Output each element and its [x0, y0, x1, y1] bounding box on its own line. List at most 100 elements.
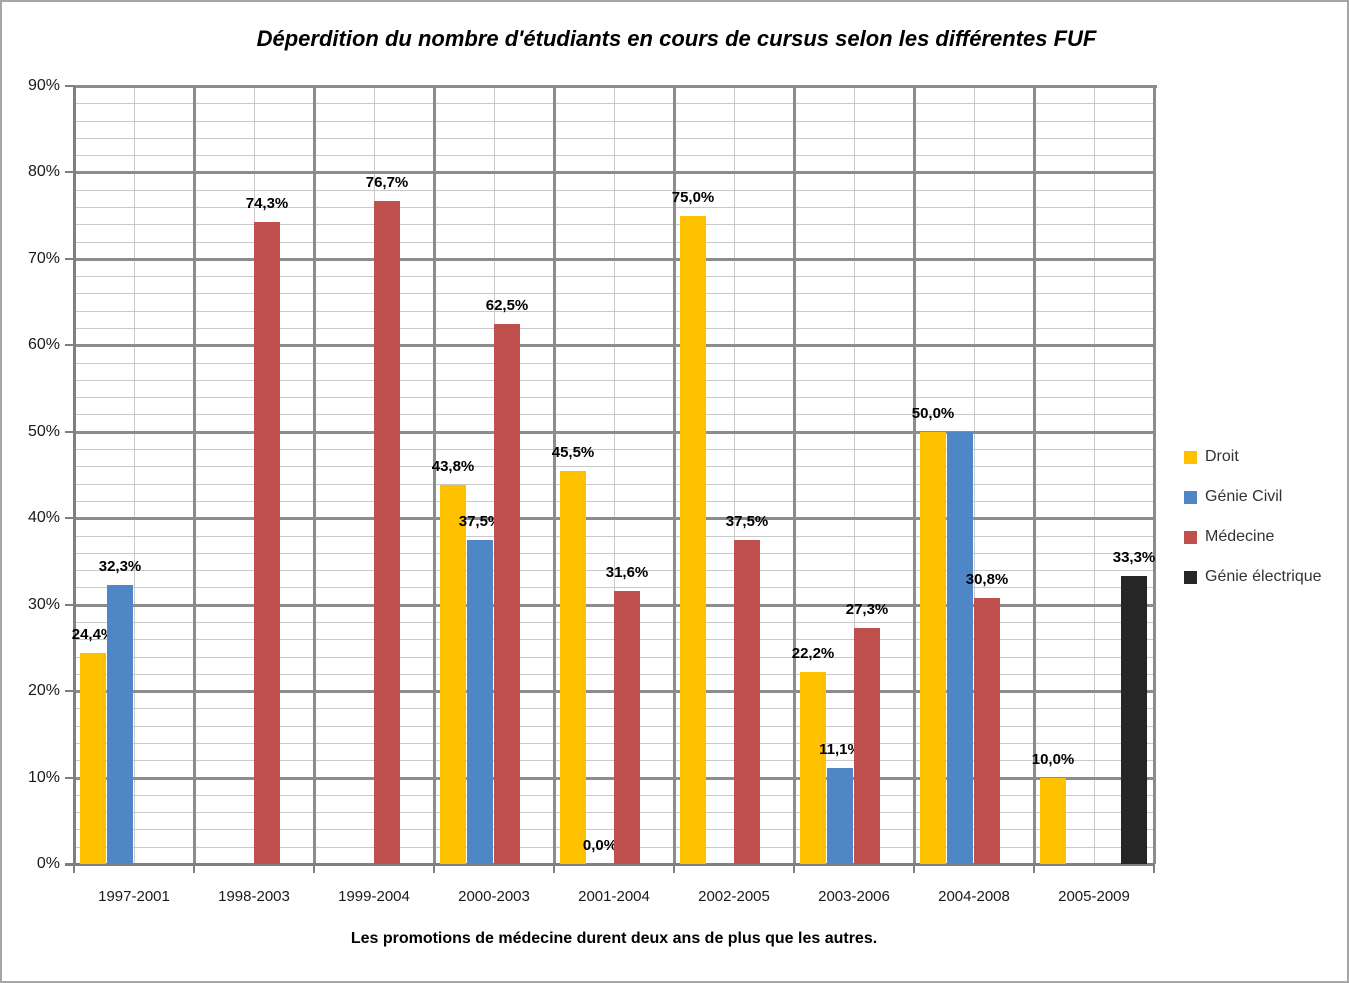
- gridline-v-major: [1033, 86, 1036, 864]
- x-axis-tick: [73, 864, 75, 873]
- x-axis-label: 1998-2003: [218, 888, 290, 905]
- bar-value-label: 75,0%: [671, 189, 715, 206]
- gridline-v-major: [433, 86, 436, 864]
- gridline-h-major: [74, 258, 1154, 261]
- bar-value-label: 50,0%: [911, 405, 955, 422]
- bar-value-label: 31,6%: [605, 564, 649, 581]
- y-axis-tick: [65, 258, 74, 260]
- x-axis-tick: [673, 864, 675, 873]
- legend-item-droit: Droit: [1184, 448, 1322, 466]
- bar-value-label: 45,5%: [551, 444, 595, 461]
- x-axis-tick: [193, 864, 195, 873]
- y-axis-tick: [65, 344, 74, 346]
- plot-border-right: [1153, 86, 1156, 864]
- bar-génie-civil-2000-2003: [467, 540, 493, 864]
- gridline-v-minor: [974, 86, 975, 864]
- bar-value-label: 43,8%: [431, 458, 475, 475]
- bar-médecine-2000-2003: [494, 324, 520, 864]
- y-axis-label: 50%: [27, 423, 60, 440]
- gridline-v-minor: [854, 86, 855, 864]
- y-axis-tick: [65, 171, 74, 173]
- x-axis-label: 2002-2005: [698, 888, 770, 905]
- bar-médecine-1999-2004: [374, 201, 400, 864]
- gridline-v-minor: [734, 86, 735, 864]
- gridline-h-major: [74, 171, 1154, 174]
- bar-value-label: 11,1%: [819, 741, 861, 758]
- legend-swatch-genie-electrique: [1184, 570, 1197, 584]
- x-axis-tick: [1153, 864, 1155, 873]
- bar-value-label: 37,5%: [725, 513, 769, 530]
- bar-value-label: 32,3%: [98, 558, 142, 575]
- bar-value-label: 37,5%: [458, 513, 502, 530]
- x-axis-label: 2000-2003: [458, 888, 530, 905]
- x-axis-line: [65, 863, 1155, 866]
- gridline-v-major: [673, 86, 676, 864]
- y-axis-tick: [65, 85, 74, 87]
- y-axis-tick: [65, 431, 74, 433]
- legend-label-medecine: Médecine: [1205, 528, 1275, 545]
- x-axis-tick: [553, 864, 555, 873]
- legend-label-droit: Droit: [1205, 448, 1239, 465]
- y-axis-line: [73, 86, 76, 864]
- legend-swatch-genie-civil: [1184, 490, 1197, 504]
- y-axis-label: 0%: [36, 855, 60, 872]
- x-axis-tick: [313, 864, 315, 873]
- gridline-v-minor: [134, 86, 135, 864]
- legend-label-genie-electrique: Génie électrique: [1205, 568, 1322, 585]
- gridline-v-major: [553, 86, 556, 864]
- y-axis-label: 30%: [27, 596, 60, 613]
- x-axis-tick: [433, 864, 435, 873]
- y-axis-tick: [65, 517, 74, 519]
- bar-value-label: 27,3%: [845, 601, 889, 618]
- legend-item-genie-electrique: Génie électrique: [1184, 568, 1322, 586]
- gridline-v-minor: [614, 86, 615, 864]
- bar-value-label: 33,3%: [1112, 549, 1156, 566]
- bar-génie-civil-2003-2006: [827, 768, 853, 864]
- x-axis-tick: [913, 864, 915, 873]
- bar-droit-1997-2001: [80, 653, 106, 864]
- bar-génie-électrique-2005-2009: [1121, 576, 1147, 864]
- y-axis-label: 40%: [27, 509, 60, 526]
- x-axis-label: 2001-2004: [578, 888, 650, 905]
- bar-médecine-2003-2006: [854, 628, 880, 864]
- y-axis-label: 20%: [27, 682, 60, 699]
- bar-value-label: 24,4%: [71, 626, 115, 643]
- x-axis-tick: [793, 864, 795, 873]
- y-axis-label: 90%: [27, 77, 60, 94]
- bar-value-label: 0,0%: [582, 837, 618, 854]
- bar-droit-2005-2009: [1040, 778, 1066, 864]
- y-axis-tick: [65, 777, 74, 779]
- y-axis-label: 60%: [27, 336, 60, 353]
- bar-value-label: 22,2%: [791, 645, 835, 662]
- bar-value-label: 62,5%: [485, 297, 529, 314]
- gridline-v-major: [913, 86, 916, 864]
- legend-swatch-droit: [1184, 450, 1197, 464]
- gridline-h-major: [74, 431, 1154, 434]
- chart-title: Déperdition du nombre d'étudiants en cou…: [256, 26, 1097, 51]
- bar-value-label: 30,8%: [965, 571, 1009, 588]
- legend-label-genie-civil: Génie Civil: [1205, 488, 1283, 505]
- bar-value-label: 76,7%: [365, 174, 409, 191]
- legend-item-genie-civil: Génie Civil: [1184, 488, 1322, 506]
- bar-droit-2004-2008: [920, 432, 946, 864]
- bar-médecine-2004-2008: [974, 598, 1000, 864]
- y-axis-tick: [65, 690, 74, 692]
- gridline-h-major: [74, 344, 1154, 347]
- bar-médecine-2002-2005: [734, 540, 760, 864]
- gridline-v-major: [313, 86, 316, 864]
- x-axis-label: 2003-2006: [818, 888, 890, 905]
- bar-value-label: 10,0%: [1031, 751, 1075, 768]
- plot-border-top: [74, 85, 1157, 88]
- legend-swatch-medecine: [1184, 530, 1197, 544]
- y-axis-tick: [65, 863, 74, 865]
- gridline-v-major: [193, 86, 196, 864]
- y-axis-label: 70%: [27, 250, 60, 267]
- gridline-h-major: [74, 517, 1154, 520]
- bar-génie-civil-2004-2008: [947, 432, 973, 864]
- footer-note: Les promotions de médecine durent deux a…: [350, 930, 878, 947]
- x-axis-label: 1997-2001: [98, 888, 170, 905]
- x-axis-label: 1999-2004: [338, 888, 410, 905]
- bar-droit-2002-2005: [680, 216, 706, 864]
